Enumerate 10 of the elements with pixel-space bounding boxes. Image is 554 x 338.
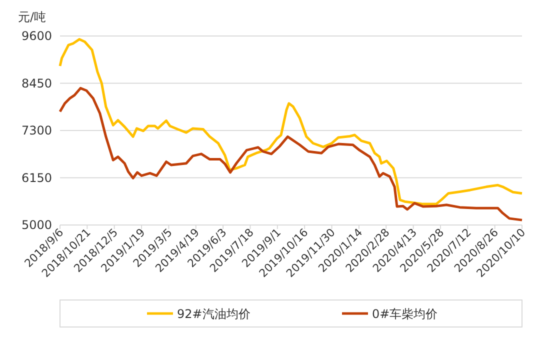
line-series	[58, 86, 524, 222]
y-tick-label: 9600	[21, 29, 52, 43]
line-series	[58, 38, 524, 206]
y-axis-title: 元/吨	[18, 10, 46, 24]
y-tick-label: 8450	[21, 76, 52, 90]
legend-label: 92#汽油均价	[177, 307, 250, 321]
legend-label: 0#车柴均价	[372, 307, 438, 321]
y-tick-label: 5000	[21, 218, 52, 232]
y-tick-label: 6150	[21, 170, 52, 185]
y-tick-label: 7300	[21, 124, 52, 138]
